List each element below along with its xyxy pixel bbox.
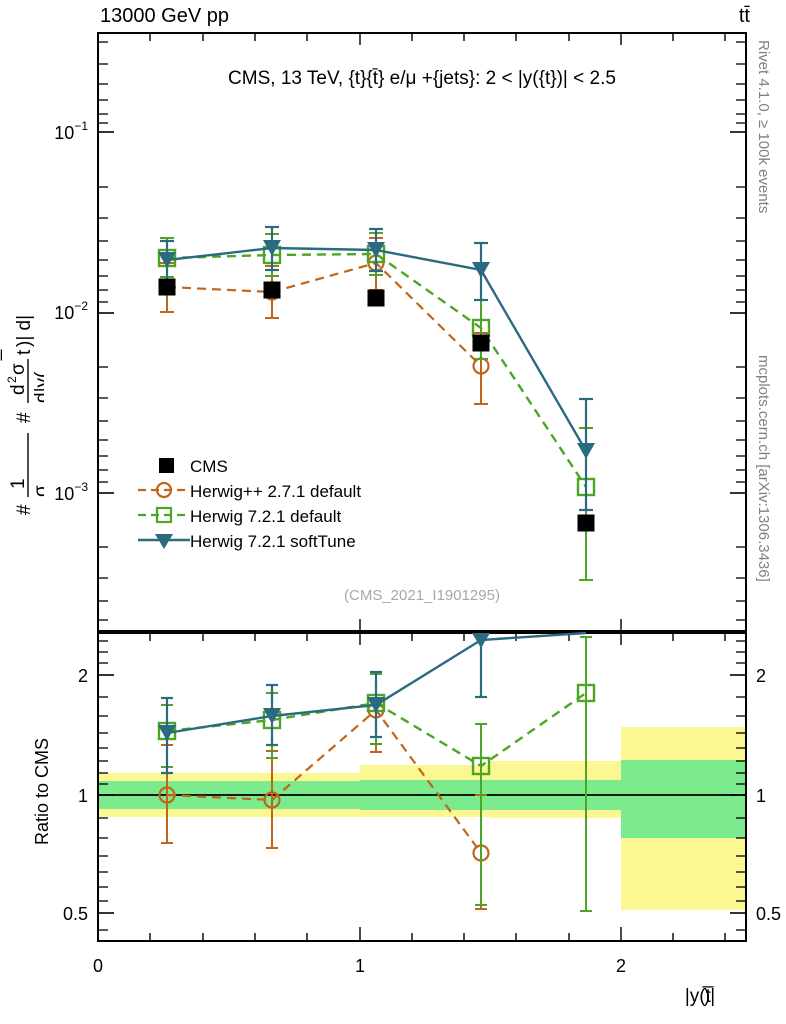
series-herwig721soft-main bbox=[158, 225, 595, 512]
xtick-labels: 0 1 2 bbox=[93, 956, 626, 976]
ratio-panel-frame bbox=[97, 632, 747, 942]
svg-text:t: t bbox=[14, 349, 35, 355]
svg-text:2: 2 bbox=[756, 666, 766, 686]
legend-marker-herwig721 bbox=[138, 506, 190, 524]
svg-text:σ: σ bbox=[31, 485, 44, 497]
legend-label-herwigpp: Herwig++ 2.7.1 default bbox=[190, 482, 361, 501]
ratio-xtick-marks-top bbox=[97, 633, 726, 645]
xaxis-label: |y(t̅)| bbox=[685, 986, 715, 1007]
svg-text:1: 1 bbox=[756, 786, 766, 806]
svg-text:0.5: 0.5 bbox=[756, 904, 781, 924]
ratio-ytick-marks bbox=[98, 674, 746, 914]
svg-text:norm: norm bbox=[40, 455, 44, 482]
page-title: CMS, 13 TeV, {t}{t̄} e/μ +{jets}: 2 < |y… bbox=[228, 68, 616, 89]
legend: CMS Herwig++ 2.7.1 default Herwig 7.2.1 … bbox=[138, 457, 361, 551]
ratio-ylabel: Ratio to CMS bbox=[32, 737, 52, 845]
svg-text:0.5: 0.5 bbox=[63, 904, 88, 924]
svg-text:1: 1 bbox=[78, 786, 88, 806]
svg-text:d|y(: d|y( bbox=[32, 371, 44, 403]
legend-label-herwig721: Herwig 7.2.1 default bbox=[190, 507, 341, 526]
legend-marker-herwigpp bbox=[138, 481, 190, 499]
svg-text:1: 1 bbox=[8, 478, 29, 489]
svg-text:σ: σ bbox=[8, 363, 29, 375]
svg-text:#: # bbox=[14, 504, 35, 515]
legend-marker-herwig721soft bbox=[138, 534, 190, 549]
svg-text:10−3: 10−3 bbox=[54, 480, 88, 504]
svg-text:10−1: 10−1 bbox=[54, 119, 88, 143]
header-beam-label: 13000 GeV pp bbox=[100, 5, 229, 27]
ratio-ytick-labels: 2 1 0.5 2 1 0.5 bbox=[63, 666, 781, 924]
main-yminor-ticks bbox=[98, 41, 746, 621]
main-panel-frame bbox=[97, 32, 747, 632]
svg-text:1: 1 bbox=[355, 956, 365, 976]
header-process-label: tt̄ bbox=[738, 5, 750, 27]
series-herwig721soft-ratio bbox=[158, 631, 587, 775]
ratio-uncertainty-bands bbox=[98, 727, 746, 910]
main-ylabel: # 1 σ norm # d 2 σ d|y( t ̅ )| d| bbox=[0, 120, 44, 520]
svg-text:2: 2 bbox=[5, 376, 19, 383]
ratio-band-inner bbox=[621, 760, 746, 838]
svg-text:2: 2 bbox=[78, 666, 88, 686]
svg-text:10−2: 10−2 bbox=[54, 299, 88, 323]
svg-text:0: 0 bbox=[93, 956, 103, 976]
main-xtick-marks-top bbox=[97, 33, 726, 45]
main-ytick-marks bbox=[98, 131, 746, 494]
ratio-xtick-marks-bottom bbox=[97, 927, 726, 941]
svg-text:2: 2 bbox=[616, 956, 626, 976]
svg-text:)| d|: )| d| bbox=[14, 315, 35, 347]
legend-label-cms: CMS bbox=[190, 457, 228, 476]
main-xtick-marks-bottom bbox=[97, 619, 622, 631]
legend-label-herwig721soft: Herwig 7.2.1 softTune bbox=[190, 532, 356, 551]
watermark-label: (CMS_2021_I1901295) bbox=[344, 587, 500, 604]
ratio-yminor-ticks bbox=[98, 640, 746, 931]
legend-marker-cms bbox=[159, 458, 174, 473]
series-cms-main bbox=[158, 278, 595, 532]
svg-text:#: # bbox=[14, 412, 35, 423]
svg-text:d: d bbox=[8, 384, 29, 395]
main-ytick-labels: 10−1 10−2 10−3 bbox=[54, 119, 88, 504]
svg-text:|y(t̅)|: |y(t̅)| bbox=[685, 986, 715, 1007]
